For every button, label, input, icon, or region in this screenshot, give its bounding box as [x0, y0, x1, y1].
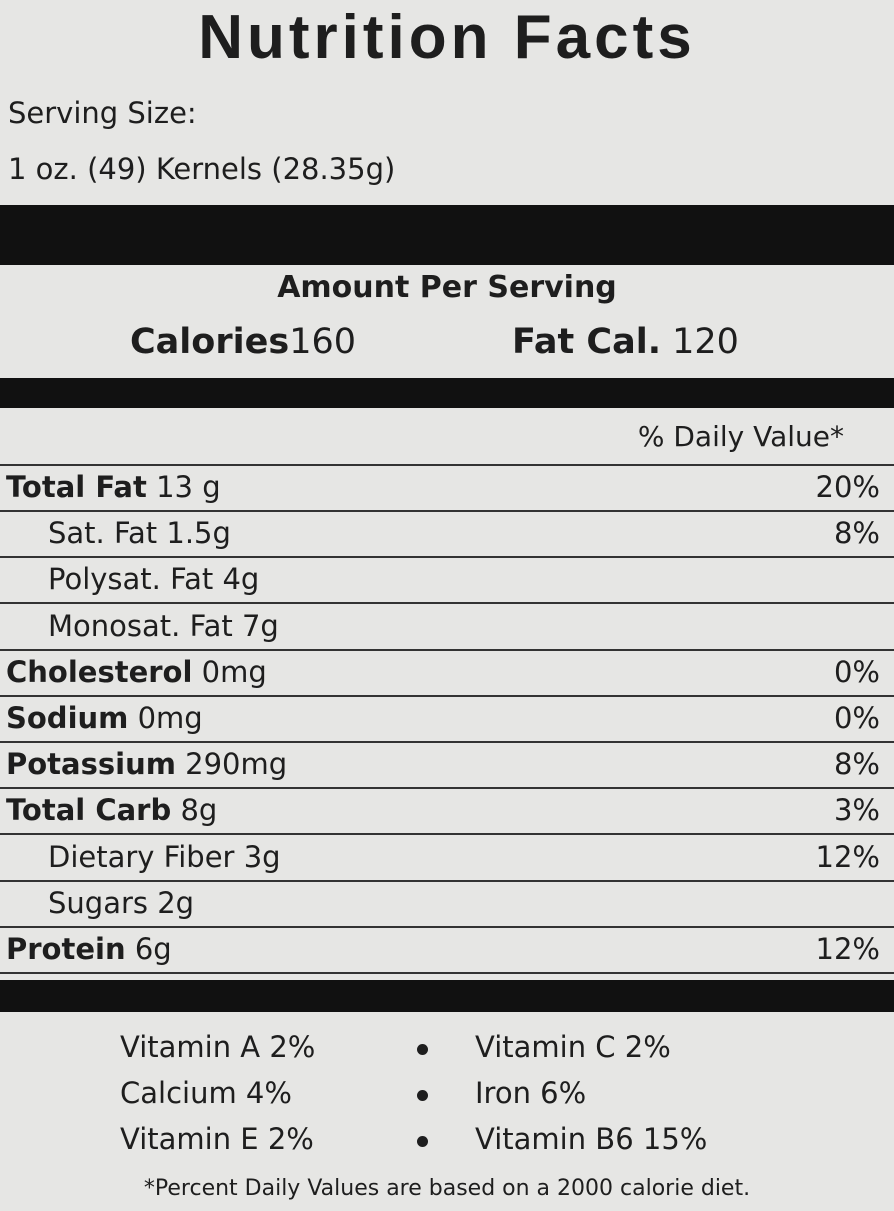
fat-calories-label: Fat Cal.: [512, 322, 661, 362]
daily-value: 8%: [833, 516, 880, 551]
nutrient-row: Total Fat 13 g 20%: [0, 466, 894, 512]
nutrient: Dietary Fiber 3g: [48, 840, 281, 874]
nutrient: Sat. Fat 1.5g: [48, 516, 231, 550]
daily-value: 3%: [833, 793, 880, 828]
nutrient-name: Polysat. Fat: [48, 562, 214, 597]
fat-calories: Fat Cal. 120: [512, 322, 739, 362]
calories-label: Calories: [130, 322, 290, 362]
nutrient-name: Dietary Fiber: [48, 839, 235, 874]
nutrient-row: Sodium 0mg 0%: [0, 697, 894, 743]
nutrient-row: Total Carb 8g 3%: [0, 789, 894, 836]
nutrient-name: Potassium: [6, 747, 176, 782]
divider-bar: [0, 205, 894, 265]
nutrient: Total Fat 13 g: [6, 470, 221, 504]
nutrient: Sodium 0mg: [6, 701, 203, 735]
daily-value-header: % Daily Value*: [637, 420, 844, 453]
nutrient-row: Protein 6g 12%: [0, 928, 894, 974]
daily-value: 12%: [815, 932, 880, 966]
nutrient-row: Monosat. Fat 7g: [0, 605, 894, 651]
nutrient: Total Carb 8g: [6, 793, 217, 827]
nutrient-amount: 0mg: [201, 654, 267, 689]
title: Nutrition Facts: [198, 3, 696, 72]
nutrient-amount: 290mg: [185, 747, 288, 782]
vitamin: Vitamin C 2%: [475, 1030, 671, 1064]
nutrient: Monosat. Fat 7g: [48, 609, 279, 643]
nutrient-name: Total Carb: [6, 793, 172, 828]
vitamin: Vitamin E 2%: [120, 1122, 314, 1156]
serving-size-label: Serving Size:: [8, 96, 197, 130]
bullet: [417, 1044, 428, 1055]
vitamin: Vitamin B6 15%: [475, 1122, 708, 1156]
nutrient-row: Potassium 290mg 8%: [0, 743, 894, 790]
nutrient-name: Monosat. Fat: [48, 608, 233, 643]
daily-value: 8%: [833, 747, 880, 782]
nutrient: Potassium 290mg: [6, 747, 287, 781]
nutrient-row: Polysat. Fat 4g: [0, 558, 894, 605]
nutrient-amount: 13 g: [156, 470, 221, 504]
nutrient-name: Total Fat: [6, 470, 147, 504]
nutrient-name: Cholesterol: [6, 654, 193, 689]
rule: [0, 464, 894, 466]
nutrient-amount: 4g: [222, 562, 260, 597]
amount-per-serving: Amount Per Serving: [277, 270, 617, 305]
divider-bar: [0, 378, 894, 408]
nutrient-row: Dietary Fiber 3g 12%: [0, 836, 894, 882]
divider-bar: [0, 980, 894, 1012]
nutrient-amount: 0mg: [137, 701, 203, 735]
nutrient-row: Cholesterol 0mg 0%: [0, 651, 894, 697]
nutrient-amount: 6g: [134, 932, 172, 966]
nutrient-amount: 1.5g: [166, 516, 231, 551]
bullet: [417, 1136, 428, 1147]
footnote: *Percent Daily Values are based on a 200…: [143, 1176, 751, 1201]
nutrient-name: Sodium: [6, 701, 129, 735]
nutrient-row: Sugars 2g: [0, 882, 894, 928]
nutrient-amount: 8g: [180, 793, 218, 828]
calories: Calories160: [130, 322, 356, 362]
vitamin: Iron 6%: [475, 1076, 587, 1110]
vitamin: Calcium 4%: [120, 1076, 292, 1110]
daily-value: 20%: [815, 470, 880, 504]
nutrient-row: Sat. Fat 1.5g 8%: [0, 512, 894, 559]
daily-value: 0%: [833, 701, 880, 735]
vitamin: Vitamin A 2%: [120, 1030, 316, 1064]
nutrient-name: Protein: [6, 932, 126, 966]
nutrient: Protein 6g: [6, 932, 172, 966]
calories-value: 160: [289, 322, 356, 362]
nutrient-name: Sat. Fat: [48, 516, 158, 551]
serving-size: 1 oz. (49) Kernels (28.35g): [8, 152, 396, 186]
nutrient: Polysat. Fat 4g: [48, 562, 259, 596]
fat-calories-value: 120: [672, 322, 739, 362]
nutrient: Cholesterol 0mg: [6, 655, 267, 689]
nutrient-name: Sugars: [48, 885, 148, 920]
nutrient-amount: 7g: [241, 608, 279, 643]
nutrient-amount: 3g: [243, 839, 281, 874]
nutrient-amount: 2g: [157, 885, 195, 920]
daily-value: 12%: [815, 839, 880, 874]
daily-value: 0%: [833, 654, 880, 689]
bullet: [417, 1090, 428, 1101]
nutrient: Sugars 2g: [48, 886, 194, 920]
